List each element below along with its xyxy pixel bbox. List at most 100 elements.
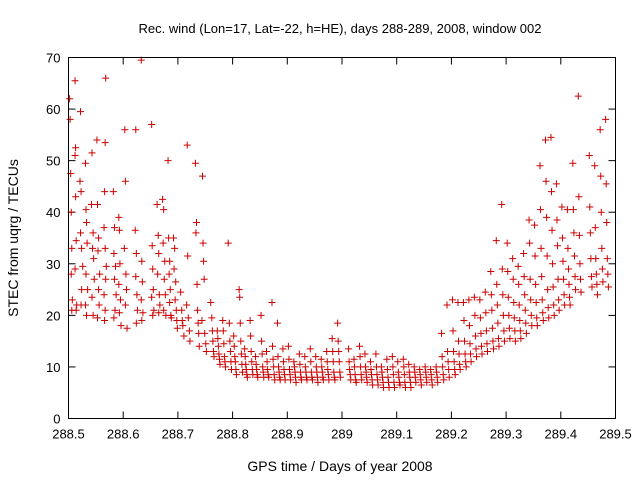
- data-point: [160, 306, 168, 314]
- data-point: [467, 350, 475, 358]
- data-point: [427, 366, 435, 374]
- data-point: [459, 298, 467, 306]
- data-point: [539, 309, 547, 317]
- data-point: [89, 311, 97, 319]
- data-point: [323, 347, 331, 355]
- data-point: [592, 270, 600, 278]
- data-point: [477, 329, 485, 337]
- data-point: [531, 252, 539, 260]
- data-point: [555, 296, 563, 304]
- data-point: [597, 172, 605, 180]
- data-point: [214, 342, 222, 350]
- data-point: [139, 309, 147, 317]
- data-point: [81, 301, 89, 309]
- data-point: [564, 244, 572, 252]
- data-point: [548, 226, 556, 234]
- data-point: [77, 229, 85, 237]
- data-point: [400, 371, 408, 379]
- data-point: [394, 358, 402, 366]
- data-point: [287, 376, 295, 384]
- data-point: [328, 335, 336, 343]
- data-point: [503, 239, 511, 247]
- data-point: [541, 136, 549, 144]
- data-point: [82, 270, 90, 278]
- data-point: [416, 371, 424, 379]
- x-tick-label: 289.1: [380, 427, 413, 442]
- data-point: [455, 337, 463, 345]
- data-point: [450, 358, 458, 366]
- data-point: [516, 327, 524, 335]
- data-point: [456, 366, 464, 374]
- data-point: [356, 342, 364, 350]
- data-point: [396, 381, 404, 389]
- data-point: [72, 144, 80, 152]
- data-point: [521, 306, 529, 314]
- data-point: [399, 355, 407, 363]
- data-point: [366, 358, 374, 366]
- data-point: [257, 311, 265, 319]
- data-point: [110, 314, 118, 322]
- data-point: [237, 337, 245, 345]
- data-point: [455, 350, 463, 358]
- data-point: [247, 347, 255, 355]
- data-point: [231, 353, 239, 361]
- data-point: [526, 239, 534, 247]
- data-point: [465, 296, 473, 304]
- data-point: [482, 309, 490, 317]
- data-point: [509, 255, 517, 263]
- data-point: [592, 255, 600, 263]
- data-point: [517, 335, 525, 343]
- data-point: [400, 363, 408, 371]
- data-point: [423, 378, 431, 386]
- data-point: [443, 301, 451, 309]
- data-point: [292, 378, 300, 386]
- data-point: [232, 366, 240, 374]
- data-point: [509, 275, 517, 283]
- data-point: [185, 327, 193, 335]
- data-point: [95, 286, 103, 294]
- data-point: [516, 317, 524, 325]
- data-point: [109, 188, 117, 196]
- data-point: [264, 366, 272, 374]
- data-point: [470, 293, 478, 301]
- data-point: [72, 193, 80, 201]
- data-point: [115, 280, 123, 288]
- data-point: [71, 151, 79, 159]
- data-point: [506, 335, 514, 343]
- data-point: [352, 378, 360, 386]
- data-point: [471, 332, 479, 340]
- data-point: [301, 363, 309, 371]
- data-point: [156, 301, 164, 309]
- data-point: [78, 286, 86, 294]
- data-point: [532, 280, 540, 288]
- data-point: [542, 177, 550, 185]
- data-point: [236, 319, 244, 327]
- data-point: [318, 368, 326, 376]
- data-point: [422, 373, 430, 381]
- data-point: [427, 371, 435, 379]
- data-point: [566, 301, 574, 309]
- data-point: [548, 188, 556, 196]
- data-point: [500, 337, 508, 345]
- data-point: [336, 373, 344, 381]
- data-point: [570, 229, 578, 237]
- data-point: [329, 347, 337, 355]
- data-point: [520, 273, 528, 281]
- data-point: [224, 239, 232, 247]
- data-point: [131, 226, 139, 234]
- data-point: [596, 126, 604, 134]
- data-point: [117, 322, 125, 330]
- data-point: [417, 376, 425, 384]
- data-point: [526, 275, 534, 283]
- y-tick-label: 0: [53, 412, 60, 427]
- data-point: [422, 368, 430, 376]
- data-point: [585, 151, 593, 159]
- data-point: [545, 314, 553, 322]
- data-point: [173, 324, 181, 332]
- data-point: [78, 244, 86, 252]
- data-point: [195, 329, 203, 337]
- data-point: [192, 219, 200, 227]
- data-point: [549, 283, 557, 291]
- data-point: [593, 280, 601, 288]
- data-point: [101, 317, 109, 325]
